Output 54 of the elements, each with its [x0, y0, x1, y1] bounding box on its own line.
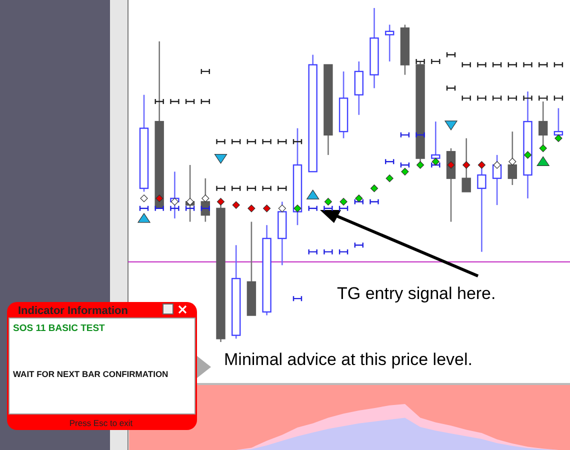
point [278, 204, 286, 212]
point [154, 98, 164, 105]
candlestick [200, 178, 210, 222]
candlestick [354, 60, 364, 116]
candlestick [385, 24, 394, 62]
point [248, 204, 256, 212]
point [292, 295, 302, 302]
annotation: TG entry signal here. [337, 284, 496, 303]
point [554, 134, 562, 142]
point [138, 213, 150, 223]
point [232, 201, 240, 209]
point [306, 190, 320, 200]
point [400, 162, 410, 168]
point [431, 58, 440, 65]
point [340, 198, 348, 206]
annotation: Indicator Information [18, 305, 128, 317]
point [170, 98, 180, 105]
text: SOS 11 BASIC TEST [13, 323, 106, 334]
point [324, 198, 332, 206]
point [185, 98, 195, 105]
point [214, 154, 228, 164]
point [200, 68, 210, 75]
point [263, 204, 271, 212]
point [140, 194, 148, 202]
point [216, 198, 225, 206]
point [156, 194, 164, 202]
point [200, 98, 210, 105]
point [508, 158, 516, 166]
text: WAIT FOR NEXT BAR CONFIRMATION [13, 369, 168, 379]
point [386, 174, 394, 182]
point [416, 132, 425, 138]
point [294, 204, 302, 212]
point [416, 161, 424, 169]
point [462, 161, 470, 169]
point [493, 161, 501, 169]
point [524, 151, 532, 159]
point [416, 58, 425, 65]
candlestick [508, 130, 517, 186]
point [539, 144, 547, 152]
candlestick [462, 138, 471, 192]
point [186, 198, 194, 206]
point [370, 184, 378, 192]
point [170, 198, 178, 206]
point [431, 162, 440, 168]
text: Minimal advice at this price level. [224, 350, 472, 369]
point [444, 120, 458, 130]
point [478, 161, 486, 169]
annotation: Press Esc to exit [69, 418, 134, 428]
point [432, 158, 440, 166]
point [400, 132, 410, 138]
point [355, 194, 363, 202]
point [536, 156, 550, 166]
point [401, 168, 409, 176]
point [202, 194, 210, 202]
